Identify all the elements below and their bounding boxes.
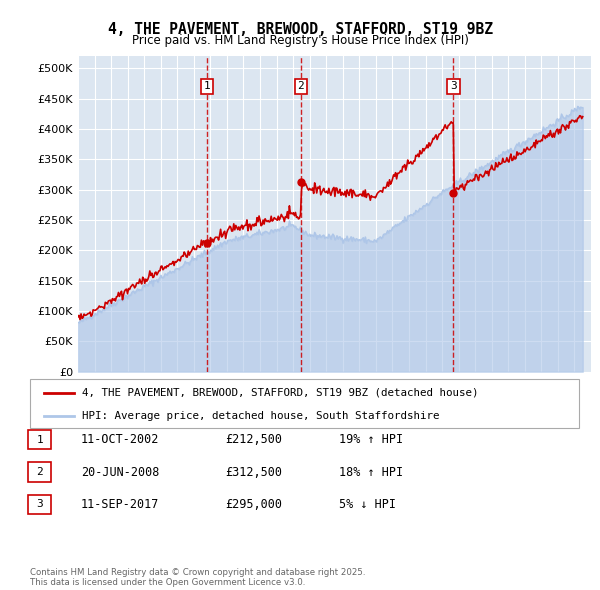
FancyBboxPatch shape <box>28 495 51 514</box>
Text: 5% ↓ HPI: 5% ↓ HPI <box>339 498 396 511</box>
Text: 20-JUN-2008: 20-JUN-2008 <box>81 466 160 478</box>
Text: 19% ↑ HPI: 19% ↑ HPI <box>339 433 403 446</box>
Text: 1: 1 <box>203 81 210 91</box>
Text: 1: 1 <box>36 435 43 444</box>
Text: 4, THE PAVEMENT, BREWOOD, STAFFORD, ST19 9BZ: 4, THE PAVEMENT, BREWOOD, STAFFORD, ST19… <box>107 22 493 37</box>
Text: HPI: Average price, detached house, South Staffordshire: HPI: Average price, detached house, Sout… <box>82 411 440 421</box>
Text: 11-OCT-2002: 11-OCT-2002 <box>81 433 160 446</box>
Text: £212,500: £212,500 <box>225 433 282 446</box>
Text: 2: 2 <box>36 467 43 477</box>
Text: 18% ↑ HPI: 18% ↑ HPI <box>339 466 403 478</box>
Text: 11-SEP-2017: 11-SEP-2017 <box>81 498 160 511</box>
Text: £295,000: £295,000 <box>225 498 282 511</box>
Text: Contains HM Land Registry data © Crown copyright and database right 2025.
This d: Contains HM Land Registry data © Crown c… <box>30 568 365 587</box>
FancyBboxPatch shape <box>28 430 51 449</box>
Text: 2: 2 <box>298 81 304 91</box>
Text: Price paid vs. HM Land Registry's House Price Index (HPI): Price paid vs. HM Land Registry's House … <box>131 34 469 47</box>
Text: £312,500: £312,500 <box>225 466 282 478</box>
Text: 3: 3 <box>36 500 43 509</box>
Text: 4, THE PAVEMENT, BREWOOD, STAFFORD, ST19 9BZ (detached house): 4, THE PAVEMENT, BREWOOD, STAFFORD, ST19… <box>82 388 479 398</box>
FancyBboxPatch shape <box>30 379 579 428</box>
FancyBboxPatch shape <box>28 463 51 481</box>
Text: 3: 3 <box>450 81 457 91</box>
